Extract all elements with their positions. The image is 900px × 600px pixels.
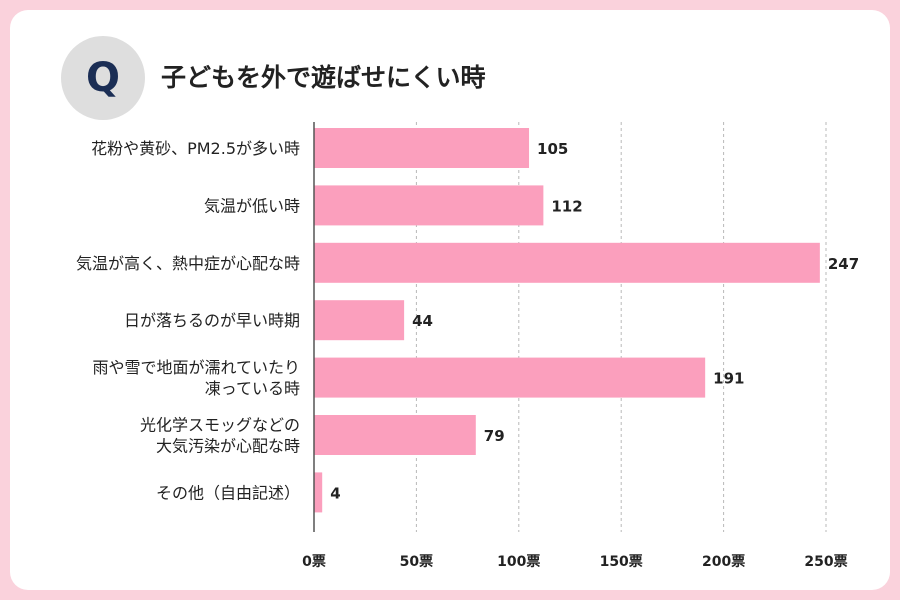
tick-label: 100票: [497, 554, 540, 570]
tick-label: 250票: [804, 554, 847, 570]
value-label: 112: [551, 197, 582, 215]
bar: [314, 128, 530, 168]
category-label: 花粉や黄砂、PM2.5が多い時: [91, 139, 300, 158]
category-label: 大気汚染が心配な時: [156, 437, 300, 456]
value-label: 191: [713, 370, 744, 388]
category-label: 日が落ちるのが早い時期: [124, 311, 300, 330]
bar: [314, 415, 476, 455]
bar: [314, 242, 820, 283]
category-label: 凍っている時: [205, 379, 300, 398]
category-label: その他（自由記述）: [156, 483, 300, 502]
value-label: 105: [537, 140, 568, 158]
category-label: 光化学スモッグなどの: [140, 416, 300, 435]
chart-title: 子どもを外で遊ばせにくい時: [161, 63, 486, 92]
value-label: 4: [330, 484, 340, 502]
tick-label: 200票: [702, 554, 745, 570]
category-label: 雨や雪で地面が濡れていたり: [92, 358, 300, 377]
value-label: 247: [828, 255, 859, 273]
tick-label: 50票: [400, 554, 433, 570]
tick-label: 150票: [600, 554, 643, 570]
bar: [314, 472, 323, 513]
bar: [314, 185, 544, 226]
bar: [314, 300, 405, 341]
value-label: 79: [484, 427, 505, 445]
question-badge: Q: [61, 36, 145, 120]
chart-card: [10, 10, 890, 590]
category-label: 気温が高く、熱中症が心配な時: [76, 254, 300, 273]
bar: [314, 357, 706, 398]
tick-label: 0票: [302, 554, 326, 570]
value-label: 44: [412, 312, 433, 330]
category-label: 気温が低い時: [204, 196, 300, 215]
